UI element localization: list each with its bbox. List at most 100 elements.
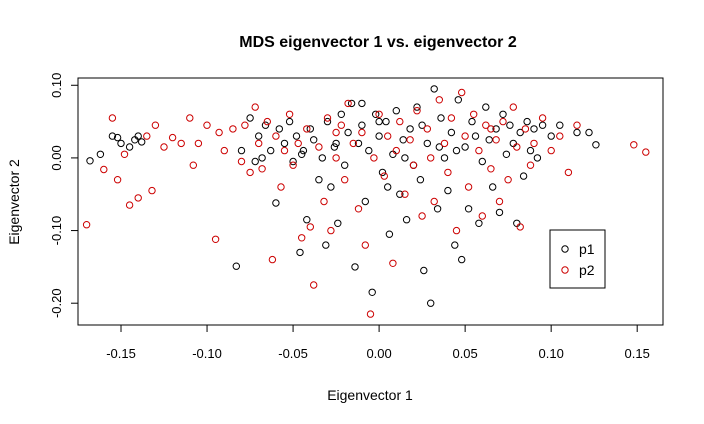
chart-title: MDS eigenvector 1 vs. eigenvector 2 <box>239 34 517 51</box>
data-point-p1 <box>401 154 409 162</box>
data-point-p2 <box>482 121 490 129</box>
data-point-p1 <box>267 146 275 155</box>
data-point-p2 <box>168 133 177 142</box>
data-point-p2 <box>458 88 466 97</box>
x-tick-label: 0.15 <box>625 346 650 361</box>
data-point-p1 <box>275 125 283 133</box>
data-point-p2 <box>430 197 438 206</box>
data-point-p2 <box>100 165 108 174</box>
data-point-p2 <box>509 103 517 111</box>
data-points <box>82 85 650 318</box>
data-point-p1 <box>318 154 326 162</box>
y-tick-label: 0.10 <box>49 73 64 98</box>
data-point-p1 <box>427 299 435 307</box>
data-point-p1 <box>556 121 564 129</box>
data-point-p2 <box>298 234 306 242</box>
x-tick-label: 0.00 <box>366 346 391 361</box>
data-point-p2 <box>361 241 369 249</box>
data-point-p1 <box>499 110 507 119</box>
data-point-p1 <box>458 255 466 264</box>
data-point-p2 <box>452 226 461 235</box>
data-point-p1 <box>418 121 426 129</box>
data-point-p1 <box>358 121 366 129</box>
data-point-p2 <box>392 146 400 155</box>
data-point-p2 <box>310 281 318 289</box>
data-point-p1 <box>354 139 363 148</box>
data-point-p2 <box>246 168 254 177</box>
data-point-p1 <box>420 266 428 275</box>
data-point-p2 <box>413 107 421 115</box>
data-point-p1 <box>440 154 449 162</box>
data-point-p2 <box>440 139 449 148</box>
data-point-p1 <box>86 157 94 165</box>
data-point-p1 <box>519 172 528 180</box>
data-point-p2 <box>285 110 294 119</box>
data-point-p1 <box>489 183 497 191</box>
data-point-p2 <box>470 110 478 119</box>
data-point-p2 <box>272 132 280 140</box>
data-point-p2 <box>332 128 340 137</box>
data-point-p1 <box>344 128 352 137</box>
data-point-p1 <box>416 176 425 184</box>
data-point-p1 <box>299 146 308 155</box>
y-axis: -0.20 -0.10 0.00 0.10 <box>49 73 78 318</box>
data-point-p2 <box>306 223 314 231</box>
data-point-p2 <box>186 114 194 122</box>
x-axis-label: Eigenvector 1 <box>327 387 413 403</box>
data-point-p1 <box>492 125 500 133</box>
data-point-p1 <box>378 168 387 177</box>
data-point-p2 <box>189 161 198 169</box>
data-point-p1 <box>461 143 469 151</box>
data-point-p2 <box>423 125 431 133</box>
data-point-p1 <box>464 205 473 213</box>
x-axis: -0.15 -0.10 -0.05 0.00 0.05 0.10 0.15 <box>106 325 650 361</box>
data-point-p2 <box>478 212 486 220</box>
data-point-p1 <box>406 125 414 133</box>
data-point-p2 <box>125 201 134 209</box>
plot-frame <box>77 77 664 326</box>
data-point-p1 <box>113 133 122 142</box>
data-point-p2 <box>327 226 335 235</box>
legend-marker-p2 <box>561 266 569 274</box>
data-point-p2 <box>492 136 500 144</box>
data-point-p1 <box>495 208 504 217</box>
data-point-p1 <box>280 139 289 148</box>
data-point-p2 <box>263 117 271 126</box>
data-point-p2 <box>229 125 237 133</box>
data-point-p1 <box>485 136 493 144</box>
data-point-p2 <box>487 165 495 173</box>
data-point-p2 <box>444 168 452 177</box>
data-point-p1 <box>437 114 445 122</box>
y-tick-label: -0.20 <box>49 288 64 318</box>
data-point-p2 <box>370 154 378 162</box>
data-point-p2 <box>337 121 345 129</box>
data-point-p1 <box>533 154 542 162</box>
data-point-p2 <box>418 212 426 220</box>
data-point-p1 <box>454 96 462 104</box>
data-point-p1 <box>468 117 476 126</box>
data-point-p1 <box>516 128 524 137</box>
data-point-p2 <box>526 161 535 169</box>
data-point-p1 <box>402 216 411 224</box>
legend[interactable]: p1 p2 <box>549 229 606 289</box>
data-point-p2 <box>464 183 473 191</box>
data-point-p1 <box>523 117 531 126</box>
data-point-p1 <box>547 132 555 140</box>
data-point-p2 <box>354 205 363 213</box>
data-point-p1 <box>341 161 349 169</box>
y-axis-label: Eigenvector 2 <box>6 159 22 245</box>
data-point-p2 <box>151 121 160 129</box>
data-point-p2 <box>547 146 555 155</box>
x-tick-label: -0.15 <box>106 346 136 361</box>
data-point-p1 <box>396 190 404 198</box>
data-point-p1 <box>506 121 514 129</box>
data-point-p1 <box>447 128 456 137</box>
data-point-p1 <box>323 117 332 126</box>
data-point-p1 <box>413 103 421 111</box>
data-point-p1 <box>289 157 297 166</box>
data-point-p2 <box>406 136 414 144</box>
data-point-p1 <box>375 132 383 140</box>
data-point-p1 <box>452 146 461 155</box>
legend-label-p2: p2 <box>579 262 595 278</box>
